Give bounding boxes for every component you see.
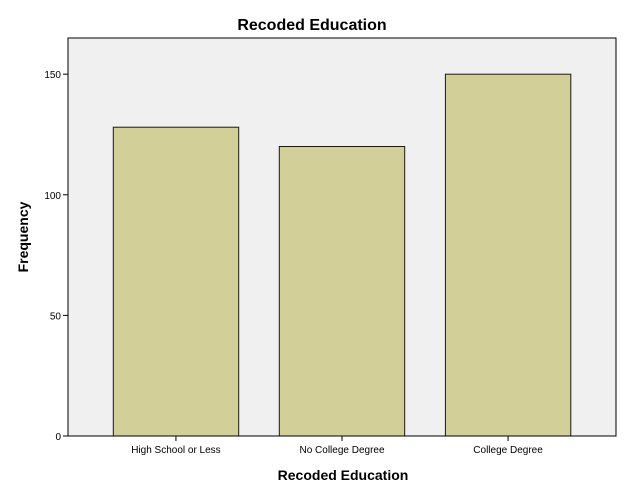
y-axis-title: Frequency — [15, 201, 31, 272]
x-axis-title: Recoded Education — [278, 467, 409, 483]
y-tick-label-0: 0 — [55, 432, 61, 443]
x-tick-label-0: High School or Less — [131, 445, 221, 456]
y-tick-label-1: 50 — [50, 311, 62, 322]
y-ticks-group: 0 50 100 150 — [44, 70, 68, 443]
x-tick-label-2: College Degree — [473, 445, 543, 456]
bar-1 — [278, 146, 406, 437]
bar-0 — [112, 126, 240, 437]
y-tick-label-2: 100 — [44, 191, 61, 202]
y-tick-label-3: 150 — [44, 70, 61, 81]
x-tick-label-1: No College Degree — [299, 445, 384, 456]
bars-group — [112, 73, 572, 437]
chart-title: Recoded Education — [237, 17, 386, 34]
bar-2 — [444, 73, 572, 437]
x-ticks-group: High School or Less No College Degree Coll… — [131, 436, 543, 456]
